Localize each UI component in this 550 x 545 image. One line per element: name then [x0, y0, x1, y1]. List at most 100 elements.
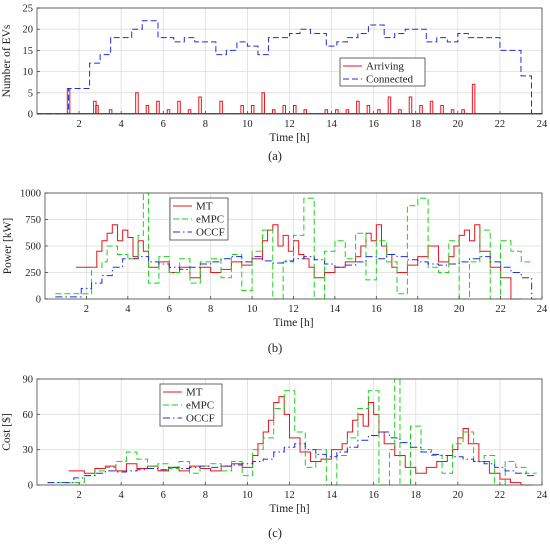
spike-arriving-7	[166, 109, 171, 114]
x-tick-label: 20	[454, 304, 465, 315]
x-tick-label: 2	[84, 304, 89, 315]
spike-arriving-16	[282, 105, 287, 114]
x-tick-label: 18	[411, 490, 422, 501]
legend-entry-mt: MT	[196, 201, 213, 213]
spike-arriving-10	[198, 96, 202, 114]
legend-box	[169, 197, 229, 241]
spike-arriving-2	[95, 105, 99, 114]
x-tick-label: 24	[537, 304, 548, 315]
y-tick-label: 20	[23, 25, 34, 36]
spike-arriving-9	[187, 109, 192, 114]
spike-arriving-13	[250, 105, 255, 114]
spike-arriving-17	[292, 105, 297, 114]
y-tick-label: 30	[23, 445, 34, 456]
x-tick-label: 24	[537, 490, 548, 501]
y-tick-label: 15	[23, 46, 34, 57]
x-tick-label: 6	[161, 119, 166, 130]
y-tick-label: 10	[23, 67, 34, 78]
y-tick-label: 0	[28, 110, 33, 121]
x-tick-label: 8	[208, 304, 213, 315]
spike-arriving-3	[108, 109, 113, 114]
y-axis-label: Number of EVs	[1, 24, 13, 97]
spike-arriving-21	[345, 109, 350, 114]
spike-arriving-15	[271, 109, 276, 114]
x-tick-label: 12	[284, 119, 295, 130]
x-axis-label: Time [h]	[273, 317, 313, 329]
legend-box	[159, 383, 223, 427]
x-tick-label: 4	[119, 490, 125, 501]
panel-label: (b)	[268, 341, 283, 355]
x-tick-label: 4	[119, 119, 125, 130]
spike-arriving-5	[145, 105, 150, 114]
legend-entry-arriving: Arriving	[366, 61, 404, 73]
x-tick-label: 4	[125, 304, 131, 315]
x-tick-label: 18	[413, 304, 424, 315]
spike-arriving-14	[261, 92, 265, 114]
legend-entry-empc: eMPC	[186, 400, 214, 412]
legend-entry-connected: Connected	[366, 74, 414, 86]
x-tick-label: 8	[203, 119, 208, 130]
x-tick-label: 2	[76, 119, 81, 130]
series-line-empc	[47, 378, 537, 486]
spike-arriving-29	[429, 100, 434, 114]
x-tick-label: 8	[203, 490, 208, 501]
series-line-occf	[55, 253, 542, 300]
y-tick-label: 0	[36, 295, 41, 306]
x-tick-label: 6	[161, 490, 166, 501]
spike-arriving-25	[387, 96, 392, 114]
spike-arriving-0	[66, 88, 71, 114]
spike-arriving-4	[135, 92, 139, 114]
spike-arriving-20	[335, 109, 339, 114]
legend-box	[339, 57, 426, 87]
x-tick-label: 18	[411, 119, 422, 130]
y-tick-label: 1000	[20, 189, 41, 200]
x-tick-label: 24	[537, 119, 548, 130]
legend-entry-empc: eMPC	[196, 214, 224, 226]
x-tick-label: 2	[76, 490, 81, 501]
x-tick-label: 20	[453, 119, 464, 130]
x-tick-label: 14	[330, 304, 341, 315]
spike-arriving-33	[471, 83, 476, 114]
x-tick-label: 14	[326, 119, 337, 130]
y-tick-label: 25	[23, 4, 34, 15]
x-tick-label: 6	[167, 304, 172, 315]
x-axis-label: Time [h]	[269, 132, 309, 144]
spike-arriving-23	[366, 105, 371, 114]
x-tick-label: 20	[453, 490, 464, 501]
y-tick-label: 60	[23, 410, 34, 421]
spike-arriving-30	[440, 105, 444, 114]
spike-arriving-24	[377, 109, 381, 114]
spike-arriving-19	[324, 109, 329, 114]
spike-arriving-8	[177, 100, 181, 114]
x-axis-label: Time [h]	[269, 503, 309, 515]
y-axis-label: Cost [$]	[0, 413, 13, 450]
x-tick-label: 10	[242, 490, 253, 501]
y-axis-label: Power [kW]	[2, 218, 14, 275]
legend-entry-occf: OCCF	[186, 413, 215, 425]
series-line-occf	[47, 431, 537, 484]
x-tick-label: 12	[288, 304, 299, 315]
spike-arriving-6	[156, 100, 160, 114]
panel-label: (a)	[268, 149, 282, 163]
spike-arriving-32	[461, 109, 465, 114]
x-tick-label: 16	[368, 490, 379, 501]
spike-arriving-26	[398, 109, 402, 114]
y-tick-label: 250	[25, 268, 41, 279]
spike-arriving-18	[303, 109, 308, 114]
y-tick-label: 750	[25, 215, 41, 226]
x-tick-label: 22	[495, 304, 506, 315]
x-tick-label: 10	[242, 119, 253, 130]
y-tick-label: 500	[25, 242, 41, 253]
spike-arriving-28	[419, 105, 423, 114]
x-tick-label: 10	[247, 304, 258, 315]
spike-arriving-31	[450, 109, 455, 114]
x-tick-label: 22	[495, 490, 506, 501]
series-line-mt	[76, 224, 522, 300]
x-tick-label: 16	[368, 119, 379, 130]
